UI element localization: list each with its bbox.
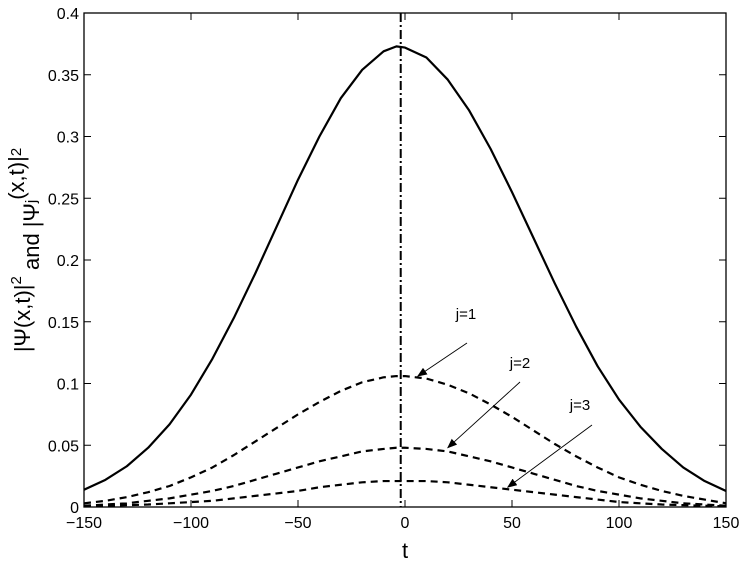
y-tick-label: 0.4 xyxy=(57,6,79,23)
x-tick-label: −150 xyxy=(66,515,102,532)
series-group xyxy=(84,45,726,507)
y-axis-label-part: |Ψ(x,t)| xyxy=(10,284,35,352)
y-axis-label-part: j xyxy=(23,200,40,204)
plot-frame xyxy=(83,12,727,508)
series-line-2 xyxy=(84,374,726,505)
annotations: j=1 j=2 j=3 xyxy=(417,306,593,488)
y-axis-label-part: 2 xyxy=(8,276,25,284)
x-tick-label: −100 xyxy=(173,515,209,532)
annotation-label: j=1 xyxy=(455,306,476,323)
annotation-label: j=3 xyxy=(569,397,590,414)
x-tick-label: 150 xyxy=(713,515,740,532)
x-axis-label: t xyxy=(402,538,408,563)
y-tick-label: 0.25 xyxy=(48,191,79,208)
y-tick-label: 0.15 xyxy=(48,315,79,332)
x-tick-label: 0 xyxy=(401,515,410,532)
y-tick-label: 0.05 xyxy=(48,438,79,455)
ticks: −150 −100 −50 0 50 100 150 0 0.05 0.1 0.15 0.2 0.25 0… xyxy=(48,6,740,532)
annotation-arrow xyxy=(447,381,521,449)
y-tick-label: 0.35 xyxy=(48,68,79,85)
x-tick-label: −50 xyxy=(284,515,311,532)
annotation-label: j=2 xyxy=(509,355,530,372)
series-line-4 xyxy=(84,479,726,507)
y-tick-label: 0 xyxy=(70,500,79,517)
series-line-3 xyxy=(84,446,726,507)
annotation-arrow xyxy=(506,424,593,488)
annotation-arrow xyxy=(417,342,468,377)
y-tick-label: 0.3 xyxy=(57,130,79,147)
y-axis-label-part: and |Ψ xyxy=(19,203,44,276)
x-tick-label: 100 xyxy=(606,515,633,532)
y-tick-label: 0.1 xyxy=(57,377,79,394)
y-tick-label: 0.2 xyxy=(57,253,79,270)
x-tick-label: 50 xyxy=(503,515,521,532)
y-axis-label-part: (x,t)| xyxy=(4,156,29,200)
y-axis-label-part: 2 xyxy=(8,148,25,156)
series-line-1 xyxy=(84,45,726,492)
y-axis-label: |Ψ(x,t)|2 and |Ψj(x,t)|2 xyxy=(4,148,44,352)
